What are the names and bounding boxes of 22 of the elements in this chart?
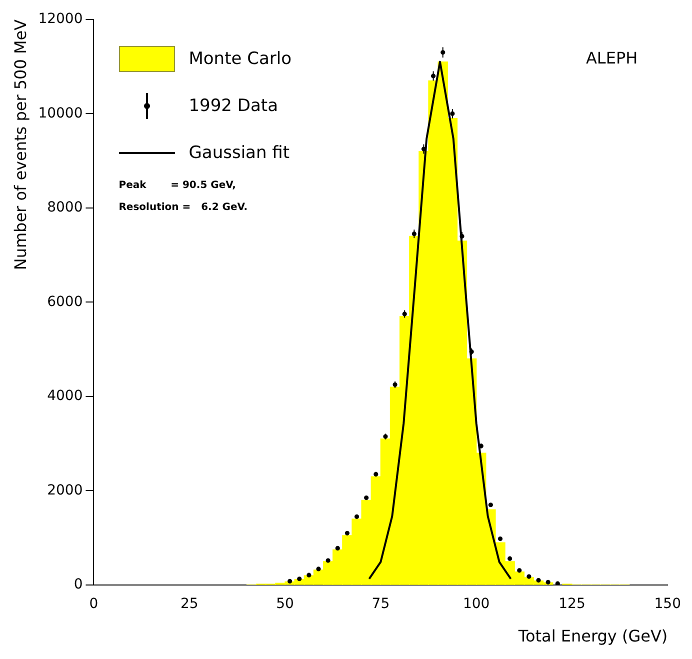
annotation: Resolution = 6.2 GeV. [118,202,248,213]
y-tick-label: 6000 [47,294,83,310]
x-tick-label: 100 [462,596,490,612]
x-tick-label: 25 [180,596,198,612]
y-tick-label: 10000 [38,105,83,122]
x-tick-label: 0 [89,596,98,612]
y-tick-label: 0 [74,576,83,593]
x-tick-label: 75 [372,596,390,612]
y-tick-label: 8000 [47,200,83,216]
y-tick-label: 12000 [38,11,83,28]
x-tick-label: 150 [654,596,682,612]
y-tick-label: 2000 [47,482,83,498]
legend-label: Gaussian fit [188,143,290,164]
x-axis-title: Total Energy (GeV) [517,626,668,646]
x-tick-label: 125 [558,596,586,612]
legend-label: Monte Carlo [188,49,292,70]
legend-label: 1992 Data [188,96,278,116]
y-axis-title: Number of events per 500 MeV [10,19,30,270]
x-tick-label: 50 [276,596,294,612]
y-tick-label: 4000 [47,388,83,404]
annotation: Peak = 90.5 GeV, [118,180,236,191]
annotation: ALEPH [586,48,638,68]
